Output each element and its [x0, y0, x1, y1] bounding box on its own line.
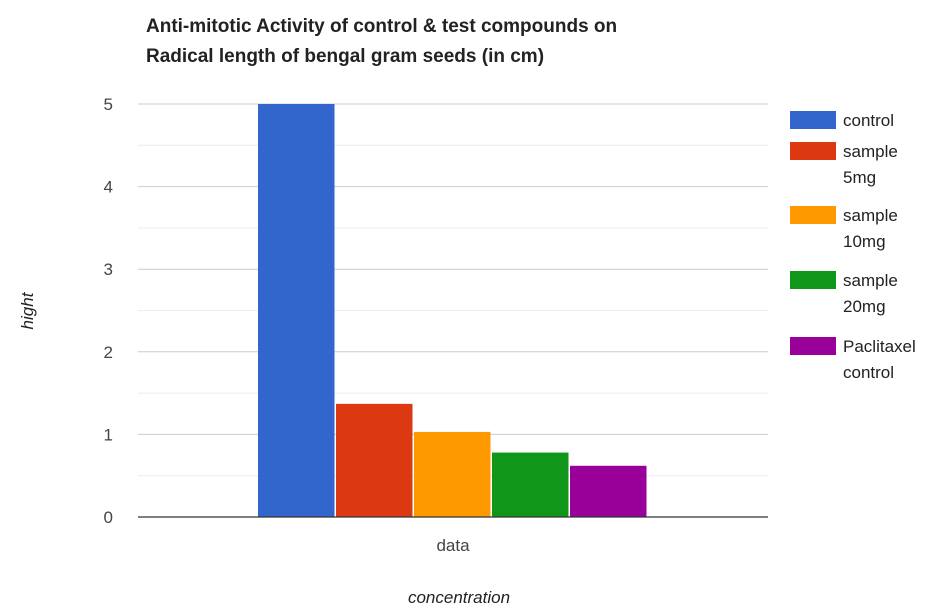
legend-label-sample-10mg: 10mg: [843, 232, 886, 251]
x-tick-label: data: [436, 536, 470, 555]
legend-label-sample-5mg: sample: [843, 142, 898, 161]
bar-sample-20mg[interactable]: [492, 452, 569, 517]
legend-swatch-sample-5mg: [790, 142, 836, 160]
legend-swatch-sample-10mg: [790, 206, 836, 224]
y-tick-label: 3: [104, 260, 113, 279]
y-tick-label: 2: [104, 343, 113, 362]
y-tick-label: 4: [104, 178, 113, 197]
bar-sample-5mg[interactable]: [336, 403, 413, 517]
legend-swatch-paclitaxel-control: [790, 337, 836, 355]
legend-label-sample-5mg: 5mg: [843, 168, 876, 187]
chart-title-line-1: Anti-mitotic Activity of control & test …: [146, 16, 617, 37]
legend-swatch-sample-20mg: [790, 271, 836, 289]
y-tick-label: 5: [104, 95, 113, 114]
chart-title-line-2: Radical length of bengal gram seeds (in …: [146, 46, 544, 67]
legend-label-sample-10mg: sample: [843, 206, 898, 225]
legend-label-control: control: [843, 111, 894, 130]
bar-control[interactable]: [258, 104, 335, 517]
legend-label-sample-20mg: 20mg: [843, 297, 886, 316]
legend-label-paclitaxel-control: control: [843, 363, 894, 382]
y-axis-ticks: 0 1 2 3 4 5: [104, 95, 113, 527]
bar-paclitaxel-control[interactable]: [570, 465, 647, 517]
y-tick-label: 0: [104, 508, 113, 527]
x-axis-title: concentration: [408, 588, 510, 606]
bars: [258, 104, 647, 517]
bar-sample-10mg[interactable]: [414, 431, 491, 517]
legend-label-sample-20mg: sample: [843, 271, 898, 290]
gridlines: [138, 103, 768, 477]
legend-label-paclitaxel-control: Paclitaxel: [843, 337, 916, 356]
legend: control sample 5mg sample 10mg sample 20mg Pacl…: [790, 111, 916, 382]
legend-swatch-control: [790, 111, 836, 129]
y-tick-label: 1: [104, 425, 113, 444]
y-axis-title: hight: [18, 291, 37, 329]
